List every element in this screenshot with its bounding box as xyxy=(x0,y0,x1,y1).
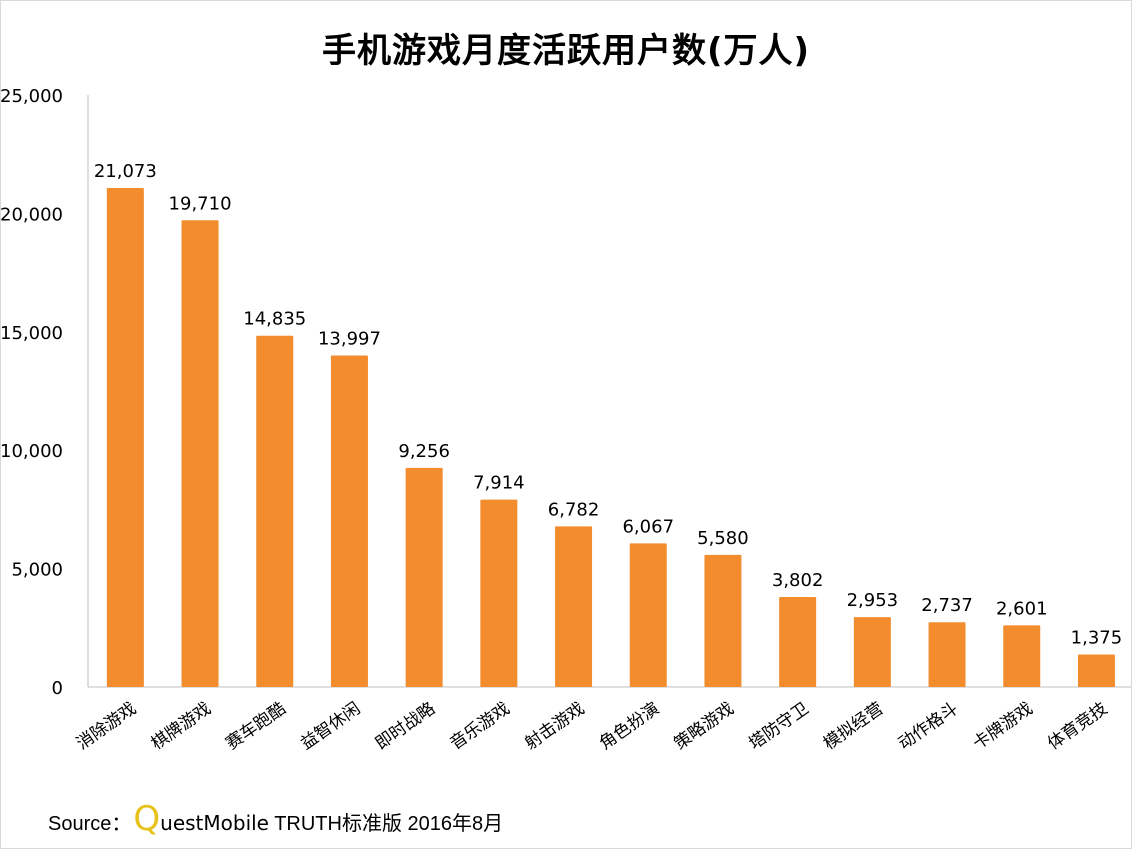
bar-value-label: 6,782 xyxy=(548,499,600,520)
bar xyxy=(181,220,219,687)
bar-value-label: 2,737 xyxy=(921,595,973,616)
source-suffix: TRUTH标准版 2016年8月 xyxy=(269,813,504,835)
y-tick-label: 5,000 xyxy=(11,560,63,581)
x-tick-label: 塔防守卫 xyxy=(745,699,812,754)
bar-value-label: 9,256 xyxy=(398,441,450,462)
x-tick-label: 益智休闲 xyxy=(297,699,364,754)
bar xyxy=(256,335,294,687)
y-tick-label: 10,000 xyxy=(1,441,63,462)
x-tick-label: 即时战略 xyxy=(372,699,439,754)
x-tick-label: 角色扮演 xyxy=(596,699,663,754)
bar-value-label: 7,914 xyxy=(473,473,525,494)
bar-value-label: 1,375 xyxy=(1071,627,1123,648)
x-tick-label: 消除游戏 xyxy=(73,699,140,754)
bar xyxy=(704,554,742,687)
bar-value-label: 14,835 xyxy=(243,309,306,330)
x-tick-label: 射击游戏 xyxy=(521,699,588,754)
bar xyxy=(928,622,966,687)
source-prefix: Source： xyxy=(48,813,132,835)
bar-value-label: 19,710 xyxy=(169,193,232,214)
x-tick-label: 赛车跑酷 xyxy=(222,698,290,754)
bar xyxy=(106,187,144,687)
bar-value-label: 21,073 xyxy=(94,161,157,182)
y-tick-label: 15,000 xyxy=(1,323,63,344)
bar xyxy=(1077,654,1115,687)
bar-value-label: 2,601 xyxy=(996,598,1048,619)
questmobile-logo-q: Q xyxy=(133,799,161,839)
x-tick-label: 模拟经营 xyxy=(820,699,887,754)
bar xyxy=(779,596,817,687)
source-brand: uestMobile xyxy=(160,811,269,835)
y-tick-label: 20,000 xyxy=(1,204,63,225)
bar-value-label: 6,067 xyxy=(622,516,674,537)
x-tick-label: 动作格斗 xyxy=(895,699,962,754)
bar xyxy=(555,526,593,687)
x-tick-label: 棋牌游戏 xyxy=(148,699,215,754)
bar xyxy=(1003,625,1041,687)
bar-chart: 0 5,000 10,000 15,000 20,000 25,000 21,073 消除游戏… xyxy=(1,86,1131,754)
bar xyxy=(405,467,443,687)
bar-value-label: 13,997 xyxy=(318,329,381,350)
bar-value-label: 3,802 xyxy=(772,570,824,591)
bar-value-label: 5,580 xyxy=(697,528,749,549)
source-note: Source： Q uestMobile TRUTH标准版 2016年8月 xyxy=(48,799,504,839)
bar xyxy=(330,355,368,687)
y-tick-label: 0 xyxy=(52,678,63,699)
bar xyxy=(480,499,518,687)
chart-title: 手机游戏月度活跃用户数(万人) xyxy=(321,31,811,71)
bar-value-label: 2,953 xyxy=(847,590,899,611)
x-tick-label: 体育竞技 xyxy=(1044,699,1111,754)
x-tick-label: 策略游戏 xyxy=(671,699,738,754)
bar xyxy=(853,617,891,687)
y-tick-label: 25,000 xyxy=(1,86,63,107)
bar xyxy=(629,543,667,687)
x-tick-label: 卡牌游戏 xyxy=(969,699,1036,754)
x-tick-label: 音乐游戏 xyxy=(447,699,514,754)
